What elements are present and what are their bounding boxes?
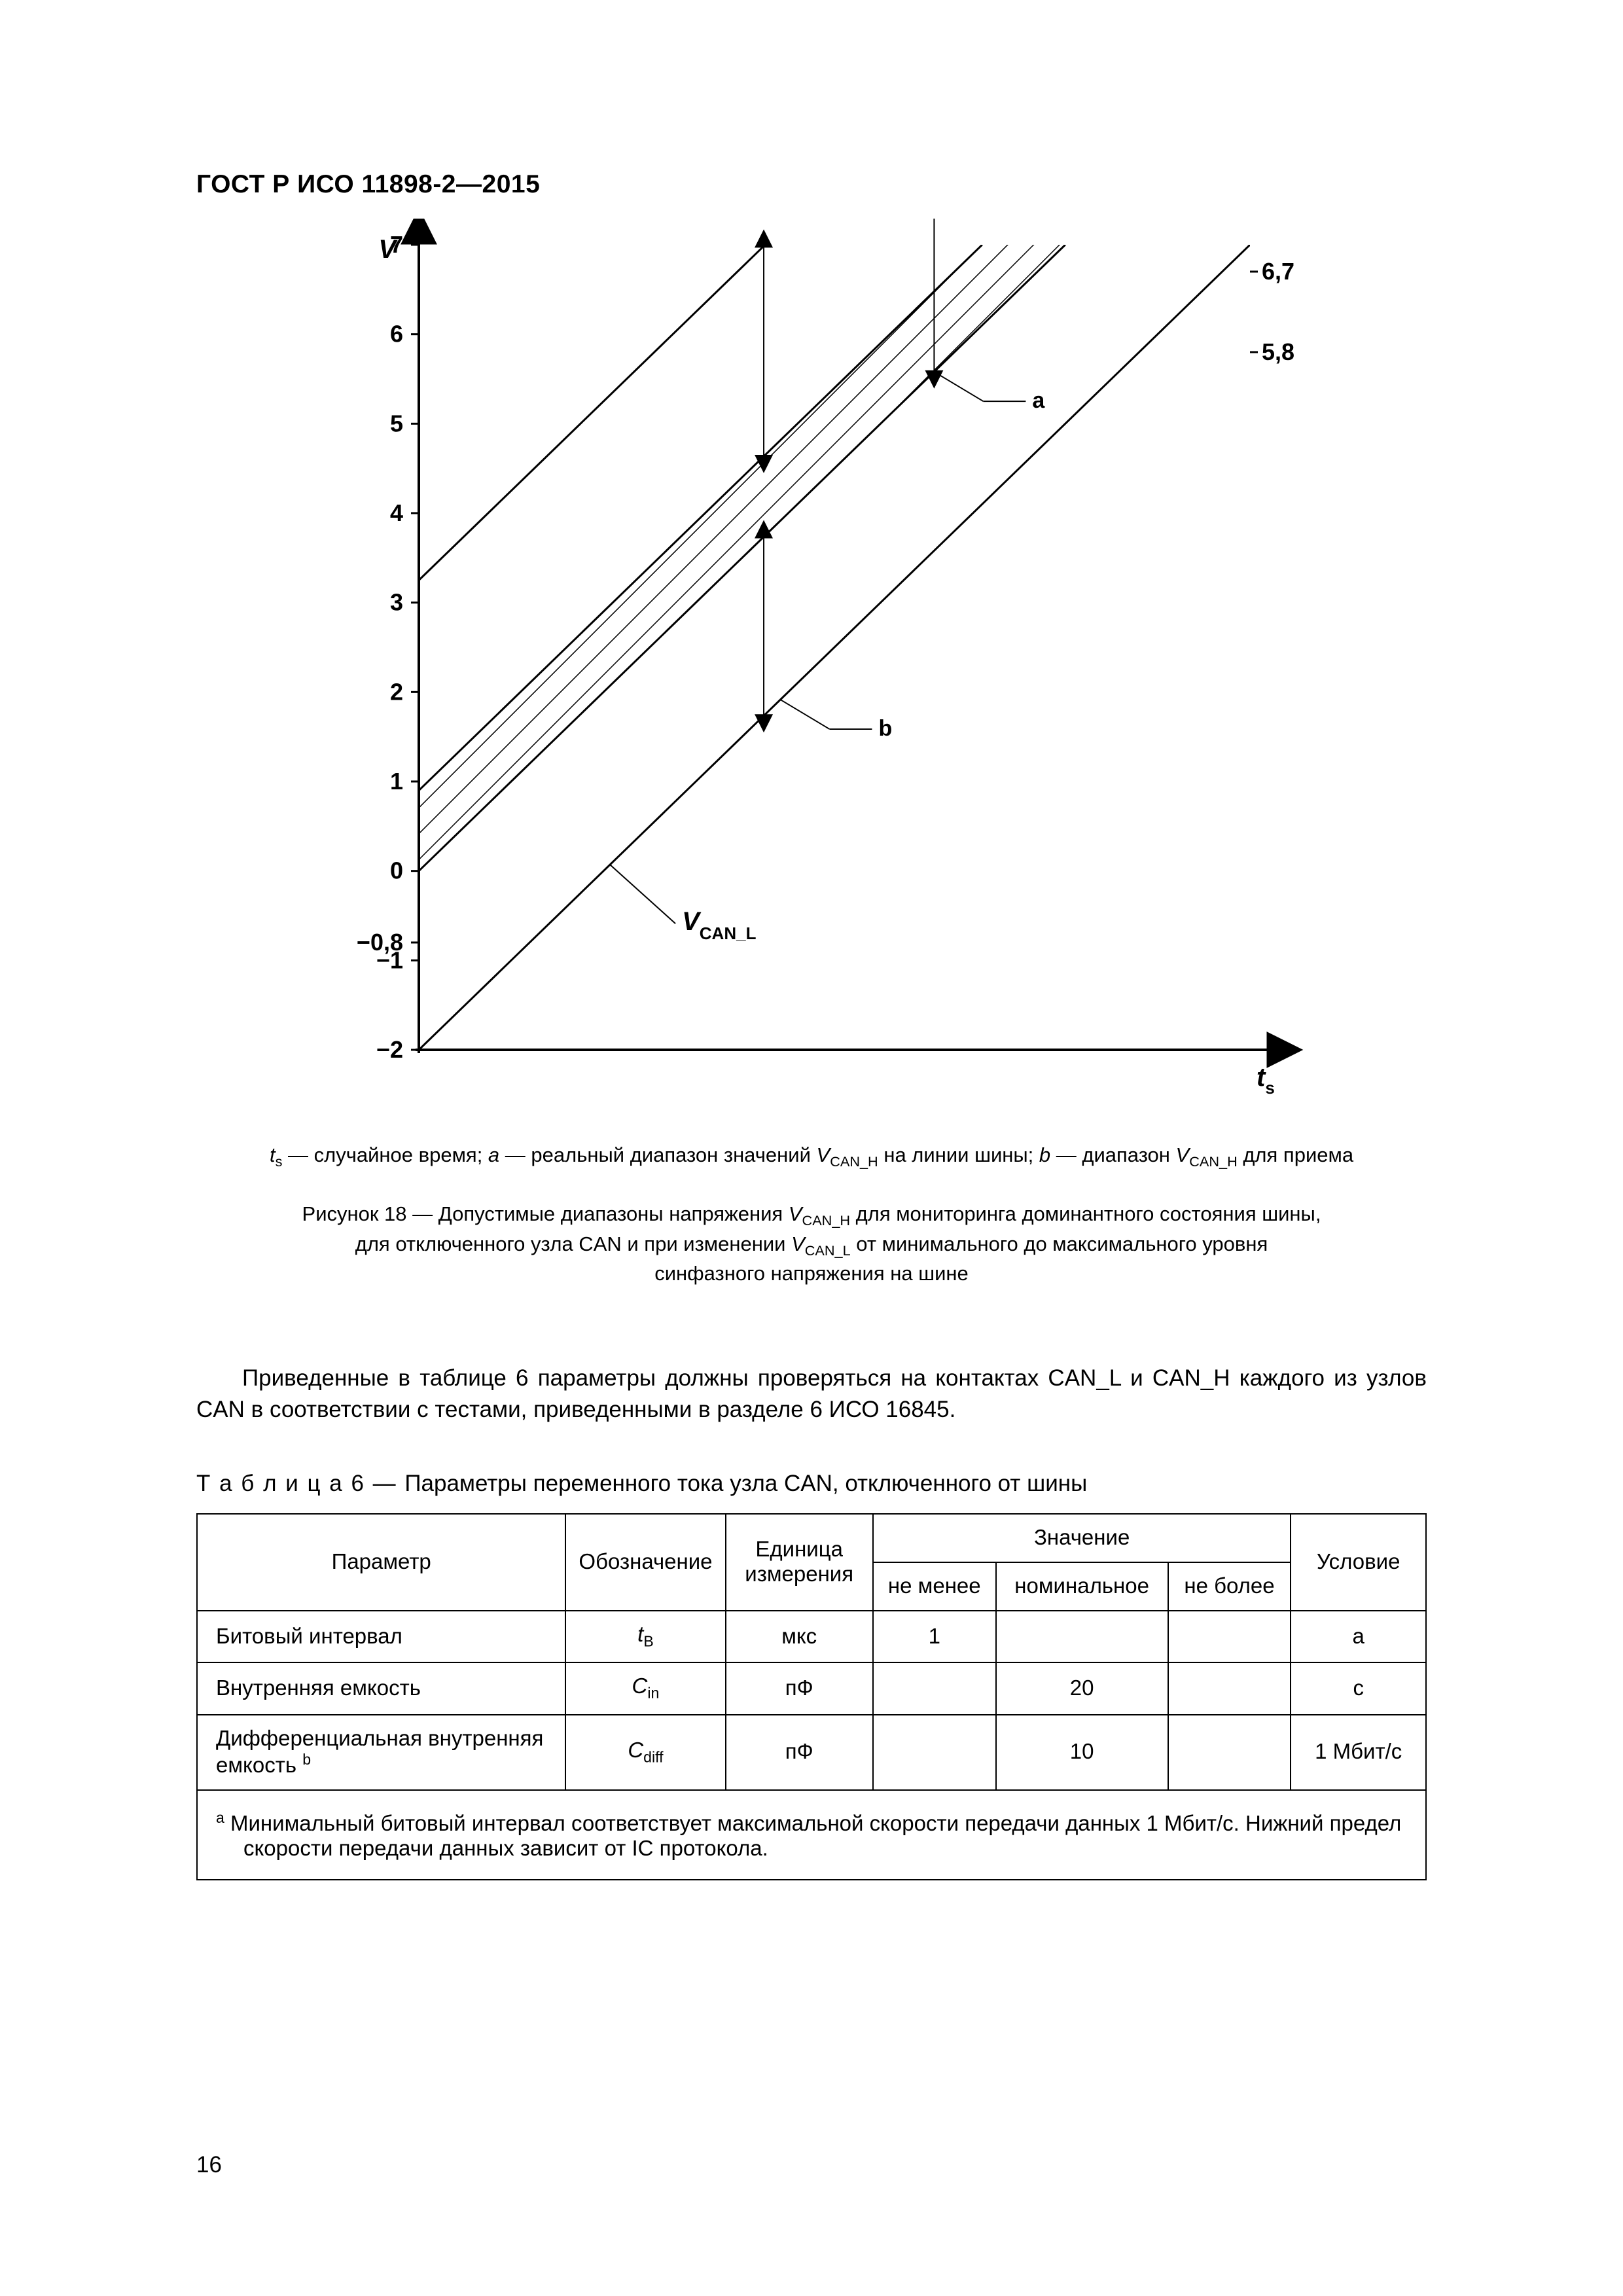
svg-text:5,8: 5,8 (1262, 338, 1294, 365)
svg-text:3: 3 (390, 589, 403, 616)
svg-text:2: 2 (390, 678, 403, 705)
parameters-table: ПараметрОбозначениеЕдиница измеренияЗнач… (196, 1513, 1427, 1880)
table-title: Т а б л и ц а 6 — Параметры переменного … (196, 1471, 1427, 1497)
svg-text:VCAN_L: VCAN_L (682, 907, 756, 943)
table-row: Дифференциальная внутренняя емкость bCdi… (197, 1715, 1426, 1790)
figure-legend: ts — случайное время; a — реальный диапа… (196, 1141, 1427, 1171)
table-header-row: ПараметрОбозначениеЕдиница измеренияЗнач… (197, 1514, 1426, 1562)
svg-text:6: 6 (390, 321, 403, 348)
svg-text:ts: ts (1257, 1063, 1275, 1098)
doc-header: ГОСТ Р ИСО 11898-2—2015 (196, 170, 1427, 199)
svg-text:a: a (1032, 388, 1045, 413)
svg-text:6,7: 6,7 (1262, 258, 1294, 285)
svg-text:−0,8: −0,8 (357, 929, 403, 956)
svg-text:b: b (878, 716, 892, 741)
chart: −2−1−0,801234567Vts6,75,8abVCAN_L (196, 219, 1427, 1112)
table-row: Битовый интервалtBмкс1a (197, 1611, 1426, 1663)
figure-caption: Рисунок 18 — Допустимые диапазоны напряж… (196, 1200, 1427, 1287)
table-note-row: a Минимальный битовый интервал соответст… (197, 1790, 1426, 1880)
svg-text:0: 0 (390, 857, 403, 884)
svg-text:5: 5 (390, 410, 403, 437)
table-row: Внутренняя емкостьCinпФ20с (197, 1662, 1426, 1715)
svg-text:−2: −2 (376, 1036, 403, 1063)
svg-text:4: 4 (390, 499, 403, 526)
body-paragraph: Приведенные в таблице 6 параметры должны… (196, 1363, 1427, 1425)
svg-text:V: V (378, 235, 398, 264)
svg-text:1: 1 (390, 768, 403, 795)
page-number: 16 (196, 2152, 222, 2178)
